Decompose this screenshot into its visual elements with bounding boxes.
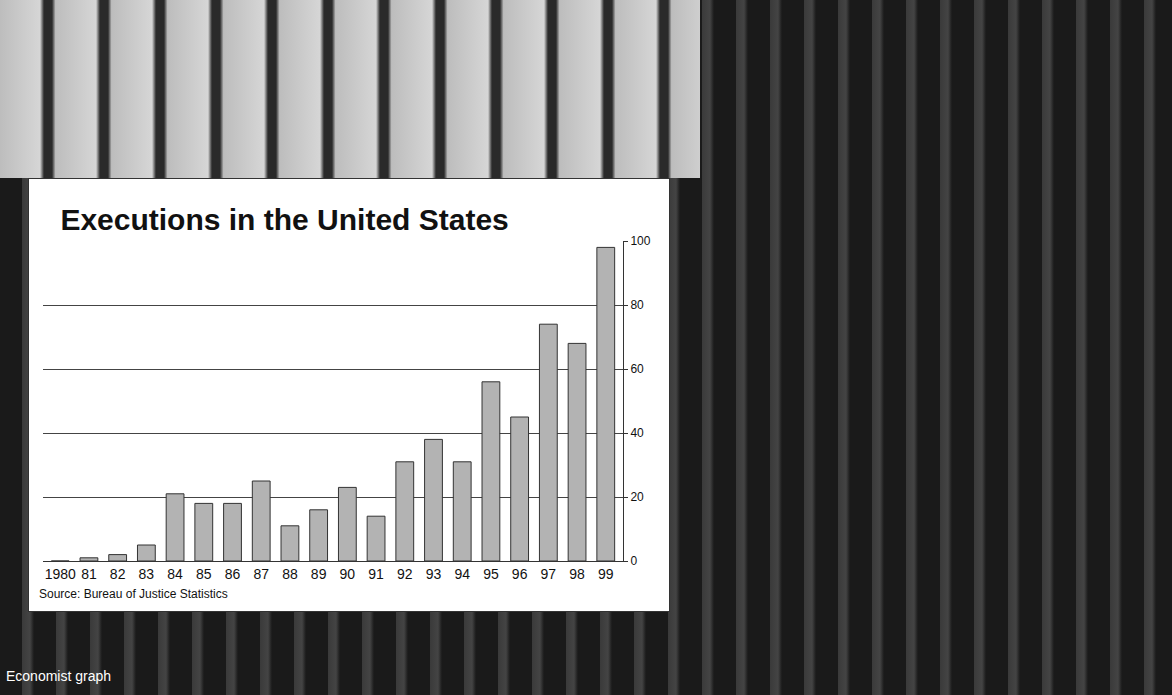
svg-text:97: 97 xyxy=(541,566,557,582)
svg-text:81: 81 xyxy=(81,566,97,582)
svg-text:1980: 1980 xyxy=(45,566,76,582)
svg-text:92: 92 xyxy=(397,566,413,582)
html-text:Economist graph: Economist graph xyxy=(6,668,112,684)
svg-text:Executions in the United State: Executions in the United States xyxy=(60,203,508,236)
svg-text:86: 86 xyxy=(225,566,241,582)
svg-text:0: 0 xyxy=(630,554,637,568)
svg-text:20: 20 xyxy=(630,490,644,504)
svg-text:Source: Bureau of Justice Stat: Source: Bureau of Justice Statistics xyxy=(39,587,228,601)
svg-text:93: 93 xyxy=(426,566,442,582)
svg-text:90: 90 xyxy=(340,566,356,582)
svg-text:95: 95 xyxy=(483,566,499,582)
svg-text:60: 60 xyxy=(630,362,644,376)
svg-text:84: 84 xyxy=(167,566,183,582)
svg-text:85: 85 xyxy=(196,566,212,582)
svg-text:80: 80 xyxy=(630,298,644,312)
svg-text:94: 94 xyxy=(454,566,470,582)
svg-text:99: 99 xyxy=(598,566,614,582)
svg-text:87: 87 xyxy=(253,566,269,582)
svg-text:83: 83 xyxy=(139,566,155,582)
svg-text:96: 96 xyxy=(512,566,528,582)
svg-text:100: 100 xyxy=(630,234,650,248)
svg-text:98: 98 xyxy=(569,566,585,582)
svg-text:91: 91 xyxy=(368,566,384,582)
svg-text:88: 88 xyxy=(282,566,298,582)
svg-text:40: 40 xyxy=(630,426,644,440)
svg-text:82: 82 xyxy=(110,566,126,582)
svg-text:89: 89 xyxy=(311,566,327,582)
